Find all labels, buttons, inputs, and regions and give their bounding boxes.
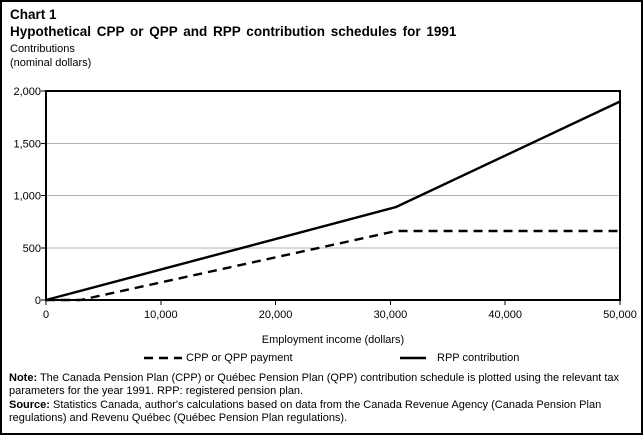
series-line-rpp: [45, 100, 621, 302]
source-paragraph: Source: Statistics Canada, author's calc…: [9, 399, 631, 426]
footnotes: Note: The Canada Pension Plan (CPP) or Q…: [9, 372, 631, 426]
x-tick-label: 20,000: [259, 309, 293, 321]
dashed-line-swatch-icon: [144, 356, 182, 360]
x-tick-label: 30,000: [374, 309, 408, 321]
note-paragraph: Note: The Canada Pension Plan (CPP) or Q…: [9, 372, 631, 399]
note-label: Note:: [9, 372, 38, 384]
legend-item-rpp: RPP contribution: [400, 350, 519, 366]
chart-header: Chart 1 Hypothetical CPP or QPP and RPP …: [10, 6, 456, 40]
y-tick-label: 1,500: [13, 138, 41, 150]
y-axis-unit-line1: Contributions: [10, 43, 75, 55]
plot-area: 0 500 1,000 1,500 2,000 0 10,000 20,000 …: [13, 86, 637, 346]
x-tick-label: 40,000: [488, 309, 522, 321]
series-line-cpp-qpp: [46, 229, 620, 302]
x-axis-title: Employment income (dollars): [262, 334, 404, 346]
legend-item-cpp-qpp: CPP or QPP payment: [144, 350, 293, 366]
x-tick-label: 0: [43, 309, 49, 321]
source-label: Source:: [9, 398, 50, 411]
legend-label-rpp: RPP contribution: [437, 352, 520, 364]
y-axis-unit-line2: (nominal dollars): [10, 56, 92, 69]
y-tick-label: 500: [23, 243, 41, 255]
y-axis-unit: Contributions (nominal dollars): [10, 43, 91, 70]
gridlines: [46, 142, 620, 249]
x-tick-label: 50,000: [603, 309, 637, 321]
y-tick-label: 1,000: [13, 191, 41, 203]
y-tick-label: 0: [35, 295, 41, 307]
x-tick-label: 10,000: [144, 309, 178, 321]
legend-label-cpp-qpp: CPP or QPP payment: [186, 352, 293, 364]
note-text: The Canada Pension Plan (CPP) or Québec …: [9, 372, 620, 398]
chart-number: Chart 1: [10, 7, 57, 22]
legend: CPP or QPP payment RPP contribution: [2, 350, 641, 366]
source-text: Statistics Canada, author's calculations…: [9, 398, 602, 425]
chart-title: Hypothetical CPP or QPP and RPP contribu…: [10, 24, 457, 39]
y-axis-ticks: [41, 90, 46, 301]
y-tick-label: 2,000: [13, 86, 41, 98]
x-axis-ticks: [45, 300, 621, 305]
solid-line-swatch-icon: [400, 356, 426, 360]
